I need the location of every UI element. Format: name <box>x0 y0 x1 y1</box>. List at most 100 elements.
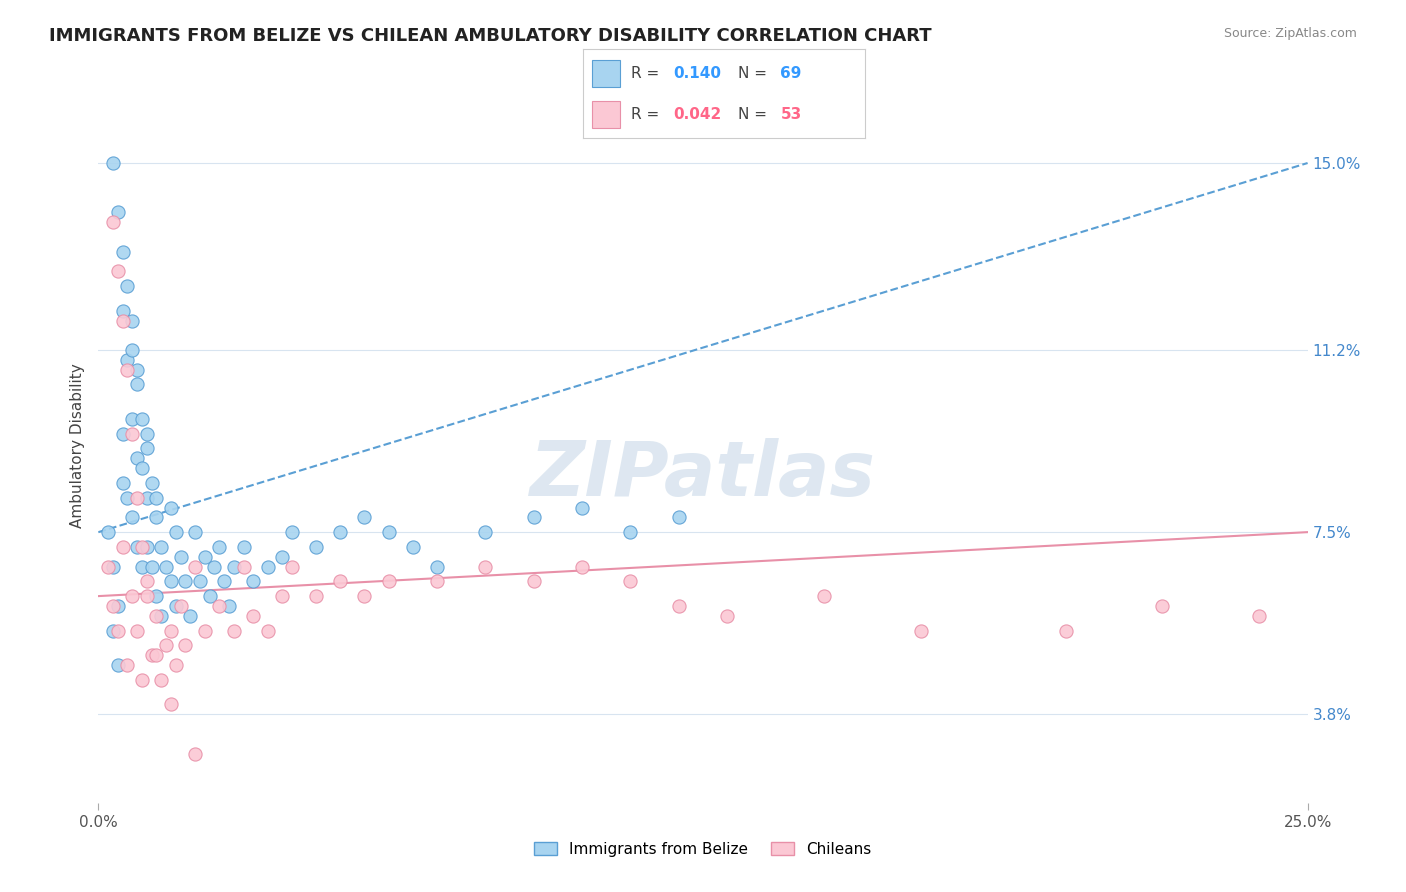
Point <box>150 540 173 554</box>
Point <box>101 559 124 574</box>
Text: 69: 69 <box>780 66 801 80</box>
Text: ZIPatlas: ZIPatlas <box>530 438 876 511</box>
Point <box>117 658 139 673</box>
Point <box>184 525 207 540</box>
Point <box>145 589 167 603</box>
Point <box>377 525 399 540</box>
Point <box>256 624 278 638</box>
Text: 0.140: 0.140 <box>673 66 721 80</box>
Point <box>160 624 183 638</box>
Point <box>377 574 399 589</box>
Point <box>222 559 245 574</box>
Point <box>121 589 143 603</box>
Text: 53: 53 <box>780 107 801 121</box>
Point <box>107 599 129 613</box>
Text: 0.042: 0.042 <box>673 107 721 121</box>
Point <box>271 589 294 603</box>
Point <box>131 559 153 574</box>
Point <box>107 205 129 219</box>
Point <box>174 638 197 652</box>
Point <box>111 426 134 441</box>
Point <box>111 303 134 318</box>
Point <box>165 525 187 540</box>
Point <box>813 589 835 603</box>
Point <box>101 624 124 638</box>
Legend: Immigrants from Belize, Chileans: Immigrants from Belize, Chileans <box>529 836 877 863</box>
FancyBboxPatch shape <box>592 101 620 128</box>
Point <box>141 648 163 662</box>
Point <box>107 624 129 638</box>
Point <box>111 540 134 554</box>
FancyBboxPatch shape <box>592 60 620 87</box>
Point <box>135 442 157 456</box>
Point <box>141 475 163 490</box>
Point <box>150 608 173 623</box>
Point <box>127 362 149 376</box>
Point <box>145 648 167 662</box>
Point <box>135 589 157 603</box>
Point <box>131 412 153 426</box>
Text: N =: N = <box>738 107 772 121</box>
Point <box>101 215 124 229</box>
Point <box>160 698 183 712</box>
Point <box>1054 624 1077 638</box>
Point <box>204 559 226 574</box>
Point <box>179 608 201 623</box>
Point <box>571 500 593 515</box>
Point <box>97 525 120 540</box>
Text: R =: R = <box>631 107 665 121</box>
Point <box>107 658 129 673</box>
Point <box>117 491 139 505</box>
Point <box>184 559 207 574</box>
Point <box>97 559 120 574</box>
Point <box>127 491 149 505</box>
Point <box>131 673 153 687</box>
Point <box>165 658 187 673</box>
Point <box>155 638 177 652</box>
Point <box>353 510 375 524</box>
Point <box>117 279 139 293</box>
Point <box>111 244 134 259</box>
Point <box>619 574 641 589</box>
Point <box>155 559 177 574</box>
Point <box>523 510 546 524</box>
Point <box>716 608 738 623</box>
Y-axis label: Ambulatory Disability: Ambulatory Disability <box>70 364 86 528</box>
Point <box>169 599 191 613</box>
Point <box>141 559 163 574</box>
Point <box>121 426 143 441</box>
Point <box>127 540 149 554</box>
Point <box>169 549 191 564</box>
Point <box>232 540 254 554</box>
Point <box>194 549 217 564</box>
Point <box>218 599 240 613</box>
Point <box>222 624 245 638</box>
Point <box>127 377 149 392</box>
Point <box>135 426 157 441</box>
Point <box>135 491 157 505</box>
Point <box>619 525 641 540</box>
Point <box>145 510 167 524</box>
Point <box>135 540 157 554</box>
Point <box>127 451 149 466</box>
Point <box>1152 599 1174 613</box>
Point <box>174 574 197 589</box>
Point <box>910 624 932 638</box>
Text: IMMIGRANTS FROM BELIZE VS CHILEAN AMBULATORY DISABILITY CORRELATION CHART: IMMIGRANTS FROM BELIZE VS CHILEAN AMBULA… <box>49 27 932 45</box>
Text: R =: R = <box>631 66 665 80</box>
Point <box>101 599 124 613</box>
Point <box>305 540 328 554</box>
Point <box>353 589 375 603</box>
Point <box>160 500 183 515</box>
Point <box>212 574 235 589</box>
Point <box>184 747 207 761</box>
Point <box>208 540 231 554</box>
Text: Source: ZipAtlas.com: Source: ZipAtlas.com <box>1223 27 1357 40</box>
Point <box>101 156 124 170</box>
Point <box>208 599 231 613</box>
Point <box>402 540 425 554</box>
Point <box>329 574 352 589</box>
Point <box>1249 608 1271 623</box>
Point <box>121 412 143 426</box>
Text: N =: N = <box>738 66 772 80</box>
